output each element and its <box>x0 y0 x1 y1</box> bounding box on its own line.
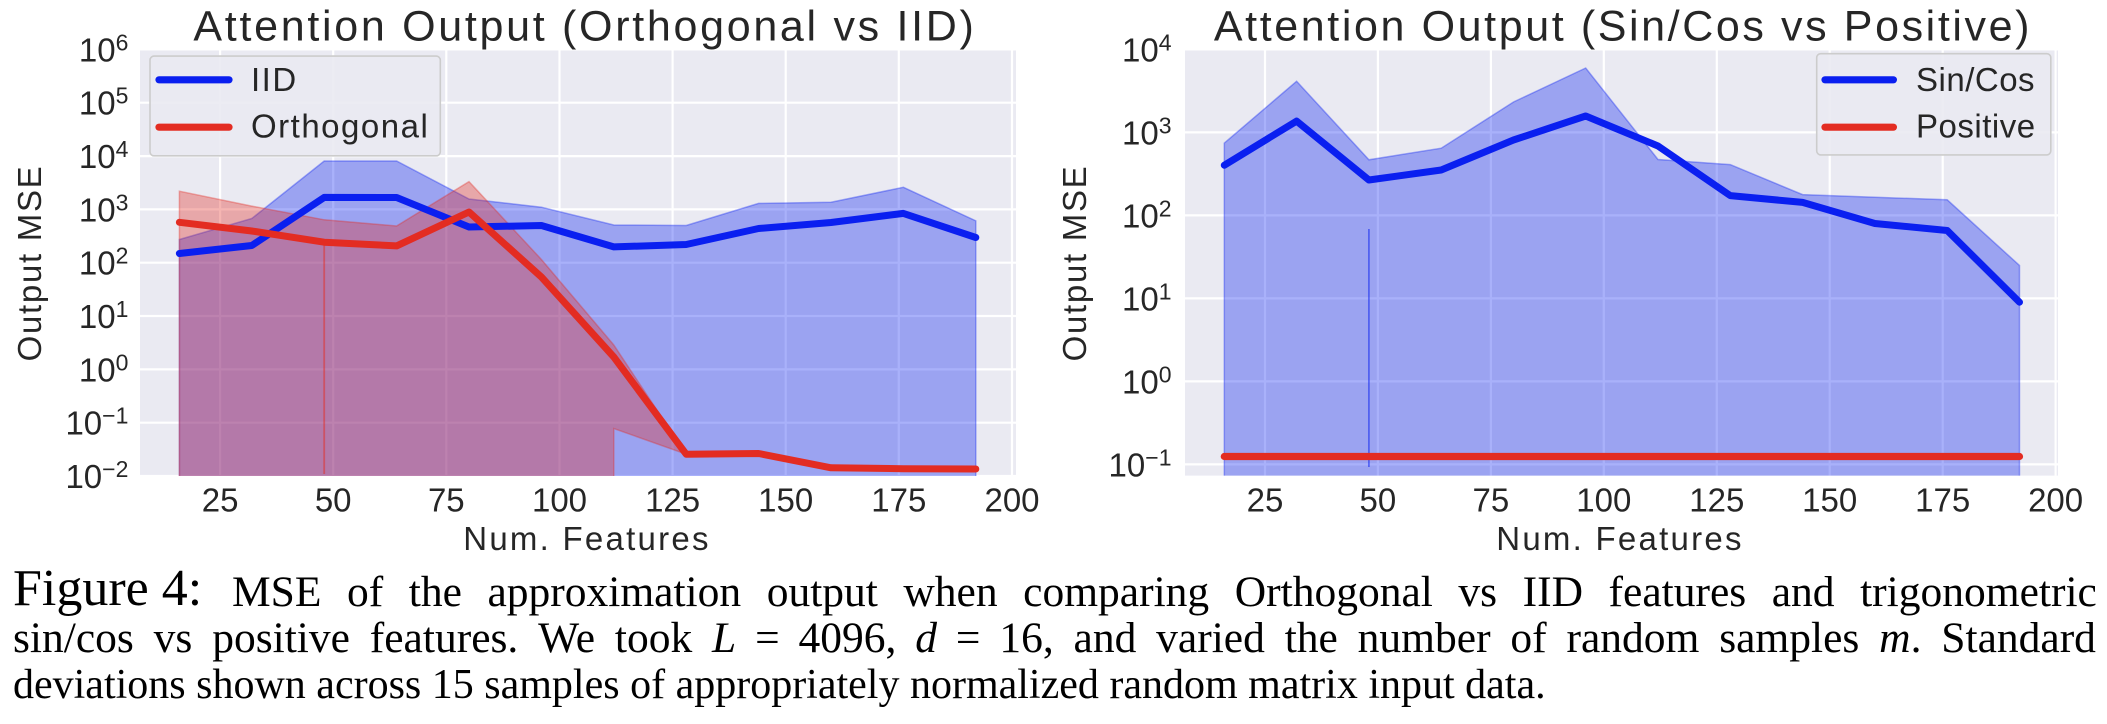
svg-text:103: 103 <box>79 189 129 228</box>
svg-text:75: 75 <box>1473 482 1510 519</box>
svg-text:50: 50 <box>315 482 352 519</box>
svg-text:150: 150 <box>1802 482 1857 519</box>
svg-text:75: 75 <box>428 482 465 519</box>
svg-text:Output MSE: Output MSE <box>1056 165 1093 362</box>
svg-text:100: 100 <box>79 349 129 388</box>
svg-text:200: 200 <box>2028 482 2083 519</box>
svg-text:103: 103 <box>1122 112 1172 151</box>
svg-text:50: 50 <box>1360 482 1397 519</box>
svg-text:106: 106 <box>79 29 129 68</box>
svg-text:150: 150 <box>758 482 813 519</box>
svg-text:Orthogonal: Orthogonal <box>251 107 429 144</box>
svg-text:Output MSE: Output MSE <box>11 165 48 362</box>
svg-text:125: 125 <box>645 482 700 519</box>
svg-text:Attention Output (Sin/Cos vs P: Attention Output (Sin/Cos vs Positive) <box>1214 3 2032 51</box>
svg-text:IID: IID <box>251 61 298 98</box>
svg-text:Attention Output (Orthogonal v: Attention Output (Orthogonal vs IID) <box>193 3 976 51</box>
svg-text:101: 101 <box>79 296 129 335</box>
svg-text:100: 100 <box>1576 482 1631 519</box>
svg-text:200: 200 <box>984 482 1039 519</box>
svg-text:100: 100 <box>1122 361 1172 400</box>
svg-text:105: 105 <box>79 83 129 122</box>
svg-text:100: 100 <box>532 482 587 519</box>
svg-text:10−1: 10−1 <box>1109 444 1172 483</box>
svg-text:175: 175 <box>871 482 926 519</box>
svg-text:104: 104 <box>79 136 129 175</box>
svg-text:Positive: Positive <box>1916 108 2036 145</box>
svg-text:10−1: 10−1 <box>65 403 128 442</box>
svg-text:101: 101 <box>1122 278 1172 317</box>
svg-text:102: 102 <box>79 243 129 282</box>
svg-text:175: 175 <box>1915 482 1970 519</box>
svg-text:Num. Features: Num. Features <box>463 520 711 557</box>
svg-text:10−2: 10−2 <box>65 456 128 495</box>
svg-text:102: 102 <box>1122 195 1172 234</box>
svg-text:25: 25 <box>202 482 239 519</box>
svg-text:125: 125 <box>1689 482 1744 519</box>
svg-text:Sin/Cos: Sin/Cos <box>1916 61 2035 98</box>
svg-text:25: 25 <box>1247 482 1284 519</box>
svg-text:104: 104 <box>1122 29 1172 68</box>
svg-text:Num. Features: Num. Features <box>1496 520 1744 557</box>
